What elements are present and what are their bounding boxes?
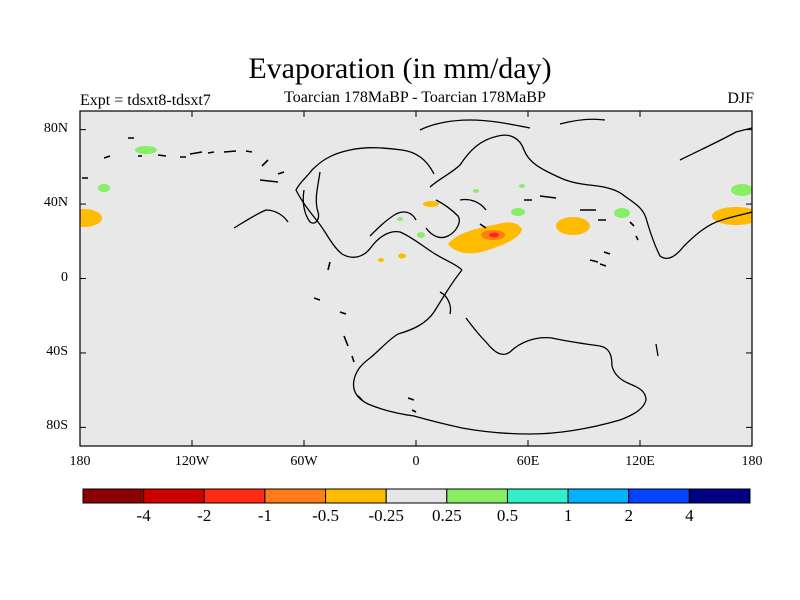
coastline-small-island-1 — [233, 209, 289, 229]
colorbar-label: 0.25 — [431, 506, 462, 525]
coastline-north-frag-1 — [419, 119, 531, 131]
coastline-south-america — [352, 269, 647, 435]
coastline-left-peninsula — [302, 171, 321, 224]
anomaly-green-east — [731, 184, 752, 196]
anomaly-green-tethys — [511, 208, 525, 216]
anomaly-green-small-b — [473, 189, 479, 193]
coastline-arc-1 — [439, 291, 452, 315]
colorbar-label: -2 — [197, 506, 212, 525]
coastline-gulf — [369, 211, 417, 237]
anomaly-orange-small-b — [398, 253, 406, 259]
anomaly-green-north — [135, 146, 157, 154]
colorbar-swatch — [325, 488, 387, 504]
coastline-north — [295, 147, 463, 271]
colorbar-swatch — [385, 488, 448, 504]
lat-tick-label: 80N — [43, 120, 68, 136]
lon-tick-label: 120E — [625, 454, 655, 469]
coastline-pangaea — [429, 134, 752, 260]
coastline-island-sa1 — [655, 343, 659, 357]
anomaly-green-west — [98, 184, 110, 192]
colorbar-swatch — [446, 488, 508, 504]
experiment-label: Expt = tdsxt8-tdsxt7 — [80, 92, 211, 109]
anomaly-red-tethys — [489, 232, 499, 238]
map-plot-area — [80, 111, 752, 446]
anomaly-orange-west-edge — [80, 209, 102, 227]
lon-tick-label: 180 — [741, 454, 763, 469]
lon-tick-label: 0 — [412, 454, 420, 469]
colorbar-label: 0.5 — [496, 506, 519, 525]
lon-tick-label: 180 — [69, 454, 91, 469]
colorbar-label: -4 — [136, 506, 151, 525]
coastline-tethys-b — [459, 198, 487, 211]
colorbar-label: 4 — [685, 506, 694, 525]
colorbar-swatch — [688, 488, 751, 504]
lon-tick-label: 60W — [290, 454, 318, 469]
coastline-tethys-a — [425, 199, 460, 239]
lat-tick-label: 80S — [46, 418, 68, 434]
colorbar-label: 1 — [563, 506, 573, 525]
colorbar-swatch — [203, 488, 266, 504]
colorbar-label: -0.5 — [312, 506, 339, 525]
anomaly-green-small-d — [397, 217, 403, 221]
colorbar-swatch — [506, 488, 569, 504]
lat-tick-label: 40S — [46, 343, 68, 359]
lat-tick-label: 40N — [43, 195, 68, 211]
colorbar-swatch — [143, 488, 205, 504]
colorbar — [82, 488, 751, 504]
lon-tick-label: 120W — [174, 454, 210, 469]
coastline-north-frag-2 — [559, 118, 606, 125]
coastlines — [233, 118, 752, 435]
coastline-islands — [82, 137, 639, 413]
colorbar-label: 2 — [624, 506, 633, 525]
colorbar-swatch — [628, 488, 690, 504]
anomaly-orange-small-c — [378, 258, 384, 262]
anomaly-green-pacific — [614, 208, 630, 218]
anomaly-orange-small-a — [423, 201, 439, 207]
lon-tick-label: 60E — [516, 454, 540, 469]
map-title: Evaporation (in mm/day) — [248, 52, 552, 85]
colorbar-label: -1 — [257, 506, 272, 525]
anomaly-orange-pacific — [556, 217, 590, 235]
axis-ticks — [79, 111, 753, 446]
lat-tick-label: 0 — [61, 269, 68, 285]
anomaly-green-small-a — [519, 184, 525, 188]
map-subtitle: Toarcian 178MaBP - Toarcian 178MaBP — [284, 89, 546, 106]
coastline-east-top — [679, 127, 752, 161]
colorbar-label: -0.25 — [368, 506, 404, 525]
colorbar-swatch — [264, 488, 327, 504]
colorbar-swatch — [82, 488, 145, 504]
anomaly-green-small-c — [417, 232, 425, 238]
season-label: DJF — [727, 90, 754, 107]
colorbar-swatch — [567, 488, 630, 504]
